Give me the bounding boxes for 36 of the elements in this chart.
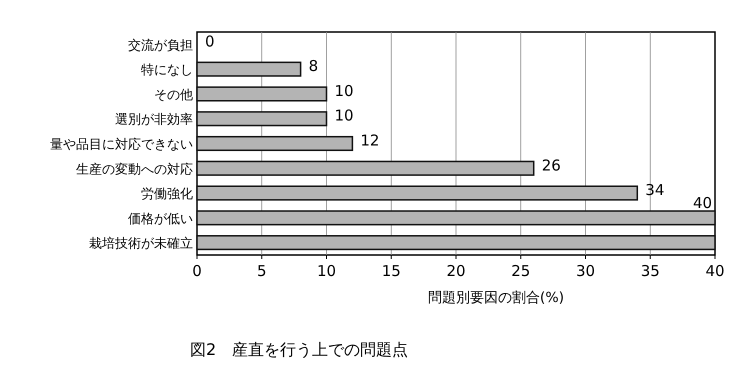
y-tick-label: 特になし — [141, 63, 193, 78]
bar — [196, 235, 716, 250]
bar — [196, 111, 328, 126]
bar — [196, 136, 354, 152]
x-tick-label: 5 — [256, 262, 267, 280]
y-tick-label: 労働強化 — [141, 187, 193, 202]
data-label: 34 — [645, 181, 664, 200]
data-label: 8 — [308, 57, 318, 76]
data-label: 40 — [693, 194, 712, 212]
text: 図2 産直を行う上での問題点 — [190, 340, 408, 359]
y-tick-label: 選別が非効率 — [115, 112, 193, 128]
bar — [196, 86, 328, 102]
bar — [196, 62, 302, 77]
y-tick-label: 価格が低い — [128, 212, 193, 227]
data-label: 0 — [205, 32, 215, 50]
bar — [196, 160, 534, 176]
x-tick-label: 40 — [705, 262, 725, 280]
x-tick-label: 30 — [576, 262, 596, 280]
y-tick-label: 量や品目に対応できない — [50, 136, 193, 152]
data-label: 10 — [334, 106, 354, 125]
data-label: 10 — [334, 82, 354, 100]
bar — [196, 210, 716, 226]
y-tick-label: 栽培技術が未確立 — [89, 236, 193, 252]
y-tick-label: 生産の変動への対応 — [76, 161, 193, 178]
x-tick-label: 10 — [316, 262, 336, 280]
x-tick-label: 20 — [446, 262, 466, 280]
x-tick-label: 0 — [192, 262, 202, 280]
x-tick-label: 25 — [511, 262, 530, 280]
x-tick-label: 15 — [382, 262, 401, 280]
data-label: 12 — [360, 132, 380, 150]
y-tick-label: その他 — [154, 88, 193, 103]
y-tick-label: 交流が負担 — [128, 37, 193, 54]
x-tick-label: 35 — [640, 262, 660, 280]
bar — [196, 185, 638, 201]
data-label: 26 — [542, 156, 561, 174]
x-axis-title: 問題別要因の割合(%) — [428, 290, 564, 306]
